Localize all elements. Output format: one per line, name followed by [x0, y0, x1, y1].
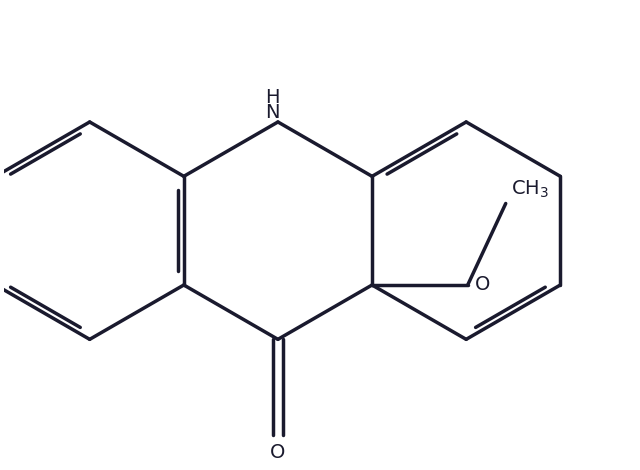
Text: H: H	[265, 87, 280, 107]
Text: O: O	[475, 275, 490, 295]
Text: CH$_3$: CH$_3$	[511, 179, 549, 200]
Text: N: N	[265, 103, 280, 122]
Text: O: O	[270, 443, 285, 462]
